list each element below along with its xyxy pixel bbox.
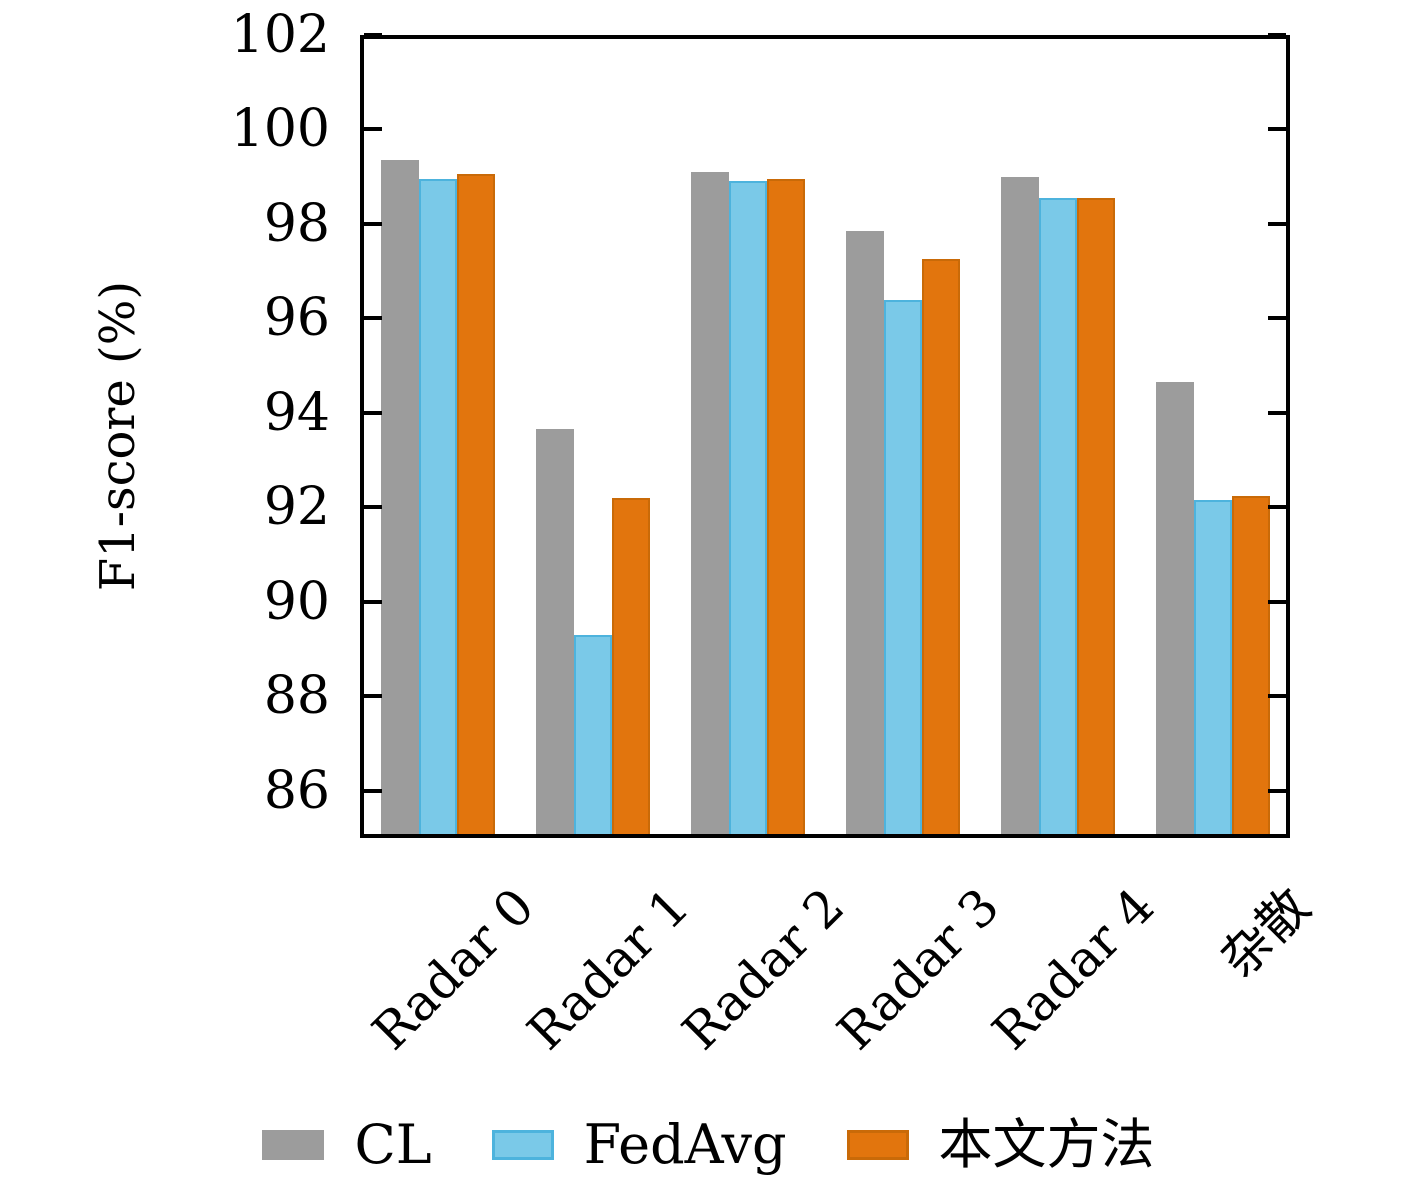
bar-CL-Radar 1	[535, 429, 574, 834]
legend-item-fedavg: FedAvg	[491, 1113, 787, 1176]
legend-label-cl: CL	[354, 1113, 432, 1176]
bar-FedAvg-Radar 0	[418, 179, 457, 834]
y-tick-mark	[364, 599, 382, 604]
plot-area	[360, 35, 1290, 838]
y-tick-mark	[1268, 221, 1286, 226]
y-tick-label-100: 100	[230, 99, 330, 160]
x-tick-label-0: Radar 0	[361, 877, 546, 1062]
y-tick-mark	[1268, 694, 1286, 699]
x-tick-label-3: Radar 3	[826, 877, 1011, 1062]
legend-label-fedavg: FedAvg	[583, 1113, 787, 1176]
bar-CL-Radar 4	[1000, 176, 1039, 834]
y-tick-label-86: 86	[263, 760, 330, 821]
y-tick-mark	[1268, 316, 1286, 321]
y-tick-label-88: 88	[263, 666, 330, 727]
y-tick-mark	[364, 316, 382, 321]
bar-CL-Radar 3	[845, 231, 884, 834]
y-tick-mark	[1268, 33, 1286, 37]
legend-swatch-method	[846, 1130, 909, 1160]
x-tick-label-1: Radar 1	[516, 877, 701, 1062]
y-tick-label-96: 96	[263, 288, 330, 349]
bar-本文方法-Radar 0	[456, 174, 495, 834]
y-tick-label-90: 90	[263, 571, 330, 632]
y-tick-label-92: 92	[263, 477, 330, 538]
legend-swatch-fedavg	[491, 1130, 554, 1160]
bar-CL-Radar 2	[690, 171, 729, 834]
y-tick-mark	[364, 694, 382, 699]
bar-本文方法-杂散	[1231, 495, 1270, 834]
x-tick-label-2: Radar 2	[671, 877, 856, 1062]
y-tick-label-94: 94	[263, 382, 330, 443]
legend-item-cl: CL	[262, 1113, 432, 1176]
bar-FedAvg-Radar 1	[573, 634, 612, 834]
y-tick-mark	[364, 505, 382, 510]
legend-swatch-cl	[262, 1130, 325, 1160]
y-tick-mark	[364, 788, 382, 793]
y-tick-mark	[1268, 599, 1286, 604]
y-tick-mark	[364, 33, 382, 37]
legend-label-method: 本文方法	[938, 1113, 1155, 1176]
x-tick-label-4: Radar 4	[981, 877, 1166, 1062]
y-tick-mark	[364, 410, 382, 415]
bar-FedAvg-Radar 2	[728, 181, 767, 834]
y-tick-mark	[1268, 788, 1286, 793]
bar-本文方法-Radar 4	[1076, 197, 1115, 834]
y-tick-mark	[1268, 410, 1286, 415]
bar-CL-Radar 0	[380, 160, 419, 834]
bar-FedAvg-杂散	[1193, 500, 1232, 834]
legend: CL FedAvg 本文方法	[0, 1118, 1417, 1172]
x-tick-label-5: 杂散	[1208, 877, 1321, 989]
y-tick-mark	[1268, 505, 1286, 510]
y-tick-label-98: 98	[263, 193, 330, 254]
y-tick-label-102: 102	[230, 5, 330, 65]
y-tick-mark	[1268, 127, 1286, 132]
bar-本文方法-Radar 1	[611, 497, 650, 834]
y-tick-mark	[364, 127, 382, 132]
bar-CL-杂散	[1155, 382, 1194, 834]
bar-本文方法-Radar 2	[766, 179, 805, 834]
bar-FedAvg-Radar 3	[883, 299, 922, 834]
y-tick-mark	[364, 221, 382, 226]
legend-item-method: 本文方法	[846, 1113, 1155, 1176]
bar-FedAvg-Radar 4	[1038, 197, 1077, 834]
bar-本文方法-Radar 3	[921, 259, 960, 834]
